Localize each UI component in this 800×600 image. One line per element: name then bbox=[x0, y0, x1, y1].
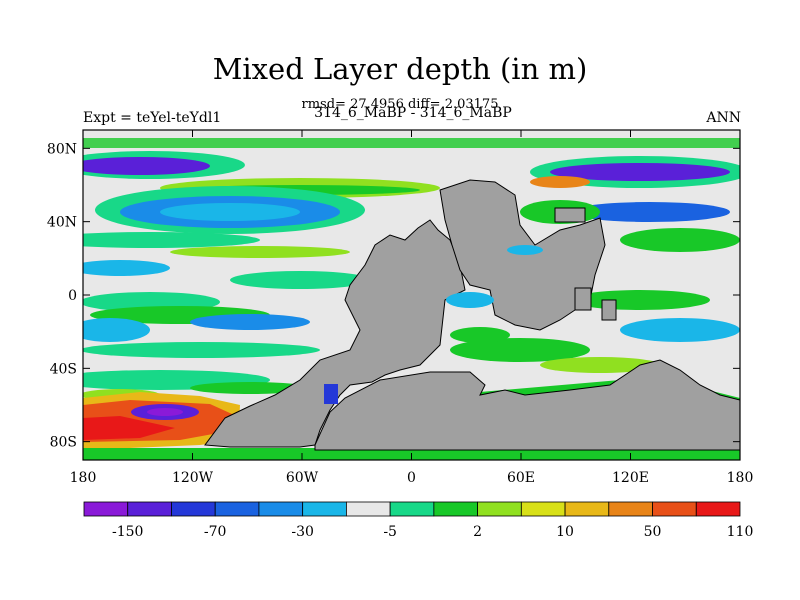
lat-tick-label: 40N bbox=[47, 215, 77, 231]
lon-tick-label: 60E bbox=[507, 470, 535, 486]
colorbar: -150 -70 -30 -5 2 10 50 110 bbox=[83, 501, 754, 540]
land-island-2 bbox=[601, 299, 617, 321]
colorbar-swatch bbox=[520, 501, 566, 517]
colorbar-swatch bbox=[258, 501, 304, 517]
lon-tick-label: 180 bbox=[727, 470, 754, 486]
colorbar-swatch bbox=[214, 501, 260, 517]
colorbar-label: 50 bbox=[644, 524, 662, 540]
land-island-1 bbox=[574, 287, 592, 311]
chart-title: Mixed Layer depth (in m) bbox=[212, 52, 588, 86]
land-island-3 bbox=[554, 207, 586, 223]
lat-tick-label: 80S bbox=[50, 435, 77, 451]
lon-tick-label: 180 bbox=[70, 470, 97, 486]
lat-tick-label: 80N bbox=[47, 141, 77, 157]
lon-tick-label: 0 bbox=[407, 470, 416, 486]
lon-tick-label: 60W bbox=[286, 470, 319, 486]
colorbar-swatch bbox=[433, 501, 479, 517]
colorbar-swatch bbox=[389, 501, 435, 517]
colorbar-swatch bbox=[652, 501, 697, 517]
map-field bbox=[83, 130, 740, 460]
colorbar-swatch bbox=[695, 501, 741, 517]
lat-tick-label: 40S bbox=[50, 361, 77, 377]
land-masses bbox=[204, 179, 740, 451]
colorbar-swatch bbox=[345, 501, 391, 517]
colorbar-label: -5 bbox=[383, 524, 397, 540]
colorbar-label: -150 bbox=[112, 524, 143, 540]
season-label: ANN bbox=[706, 110, 741, 126]
colorbar-label: -30 bbox=[291, 524, 314, 540]
colorbar-label: 110 bbox=[727, 524, 754, 540]
colorbar-swatch bbox=[302, 501, 347, 517]
colorbar-swatch bbox=[477, 501, 522, 517]
longitude-axis: 180 120W 60W 0 60E 120E 180 bbox=[70, 130, 754, 486]
latitude-axis: 80N 40N 0 40S 80S bbox=[47, 141, 740, 451]
experiment-label: Expt = teYel-teYdl1 bbox=[83, 110, 222, 126]
lon-tick-label: 120E bbox=[612, 470, 649, 486]
colorbar-label: 10 bbox=[556, 524, 574, 540]
land-eurasia bbox=[439, 179, 606, 331]
colorbar-swatch bbox=[127, 501, 172, 517]
comparison-label: 314_6_MaBP - 314_6_MaBP bbox=[314, 105, 512, 121]
colorbar-swatch bbox=[83, 501, 129, 517]
coastal-patches bbox=[324, 245, 543, 404]
chart-subtitle: rmsd= 27.4956 diff= 2.03175 bbox=[301, 97, 499, 112]
colorbar-swatch bbox=[171, 501, 216, 517]
colorbar-label: -70 bbox=[204, 524, 227, 540]
colorbar-swatch bbox=[564, 501, 610, 517]
colorbar-swatch bbox=[608, 501, 653, 517]
lon-tick-label: 120W bbox=[172, 470, 214, 486]
land-australia bbox=[314, 359, 740, 451]
colorbar-label: 2 bbox=[473, 524, 482, 540]
lat-tick-label: 0 bbox=[68, 288, 77, 304]
